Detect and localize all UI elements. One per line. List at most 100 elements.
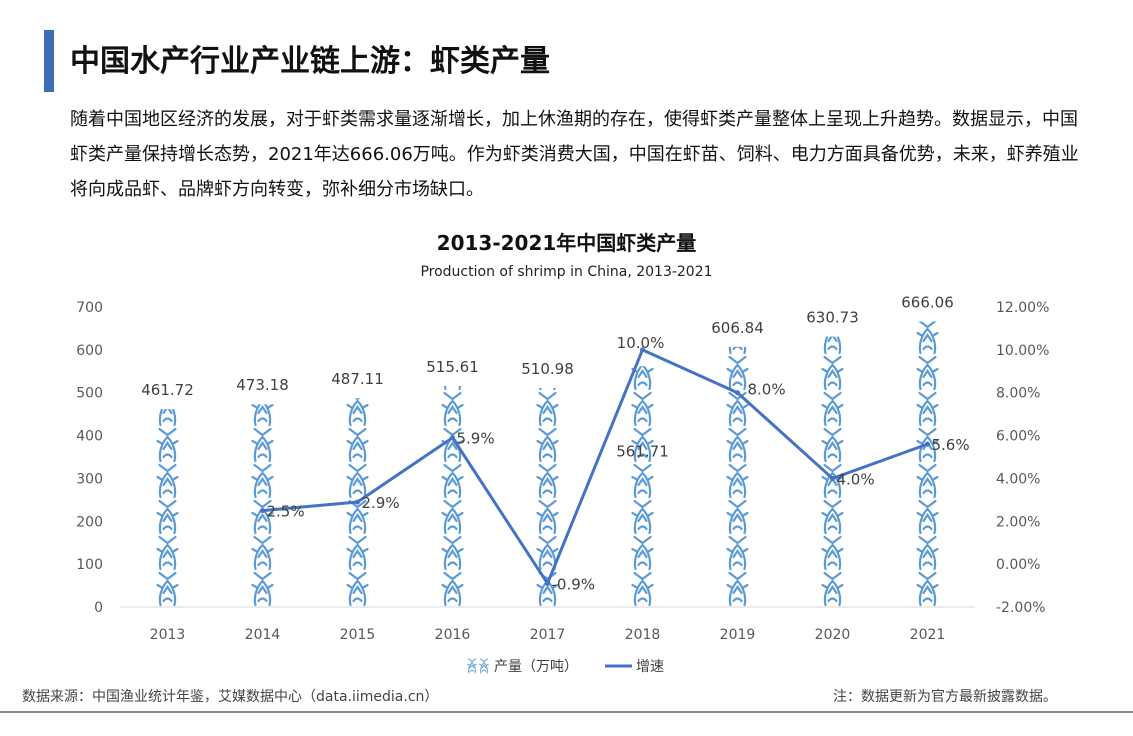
y-right-tick-label: -2.00% [996,600,1046,616]
shrimp-icon [441,463,464,499]
bar-2019 [726,346,749,607]
shrimp-icon [821,355,844,391]
shrimp-icon [251,463,274,499]
y-left-tick-label: 700 [76,300,103,316]
shrimp-icon [156,571,179,607]
growth-point [640,347,645,353]
shrimp-icon [726,427,749,463]
shrimp-icon [916,535,939,571]
shrimp-icon [916,355,939,391]
y-right-tick-label: 0.00% [996,557,1040,573]
shrimp-icon [916,499,939,535]
y-left-tick-label: 0 [94,600,103,616]
y-left-tick-label: 400 [76,429,103,445]
bar-value-label: 666.06 [901,294,954,312]
chart-title: 2013-2021年中国虾类产量 [436,231,697,255]
chart-subtitle: Production of shrimp in China, 2013-2021 [420,264,713,280]
shrimp-icon [441,571,464,607]
growth-value-label: 5.6% [932,436,970,454]
shrimp-icon [156,463,179,499]
shrimp-icon [821,499,844,535]
shrimp-icon [441,499,464,535]
shrimp-icon [346,535,369,571]
shrimp-icon [916,391,939,427]
shrimp-icon [631,535,654,571]
x-tick-label: 2021 [910,627,946,643]
shrimp-icon [251,535,274,571]
shrimp-icon [346,571,369,607]
y-right-tick-label: 12.00% [996,300,1049,316]
growth-point [735,390,740,396]
y-right-tick-label: 10.00% [996,343,1049,359]
shrimp-icon [821,391,844,427]
y-right-tick-label: 4.00% [996,471,1040,487]
shrimp-icon [251,427,274,463]
growth-value-label: -0.9% [552,575,596,593]
x-tick-label: 2015 [340,627,376,643]
x-tick-label: 2020 [815,627,851,643]
shrimp-icon [631,366,654,391]
title-accent-bar [44,30,54,92]
shrimp-icon [536,463,559,499]
x-tick-label: 2018 [625,627,661,643]
growth-point [450,435,455,441]
growth-point [260,508,265,514]
growth-point [925,441,930,447]
legend-line-label: 增速 [636,659,664,675]
bar-value-label: 510.98 [521,360,574,378]
intro-paragraph: 随着中国地区经济的发展，对于虾类需求量逐渐增长，加上休渔期的存在，使得虾类产量整… [70,109,1079,200]
growth-value-label: 10.0% [617,334,665,352]
shrimp-icon [251,404,274,427]
shrimp-icon [821,427,844,463]
bar-value-label: 515.61 [426,358,479,376]
shrimp-icon [441,535,464,571]
shrimp-icon [346,463,369,499]
shrimp-icon [916,321,939,355]
shrimp-icon [726,571,749,607]
y-left-tick-label: 600 [76,343,103,359]
growth-value-label: 5.9% [457,430,495,448]
bottom-divider [0,711,1133,713]
shrimp-icon [916,571,939,607]
legend-bar-label: 产量（万吨） [494,659,578,675]
y-left-tick-label: 500 [76,386,103,402]
x-tick-label: 2013 [150,627,186,643]
legend-shrimp-icon [479,658,489,674]
bar-2014 [251,404,274,607]
shrimp-icon [346,398,369,427]
growth-point [355,499,360,505]
x-tick-label: 2017 [530,627,566,643]
bar-value-label: 473.18 [236,376,289,394]
shrimp-icon [631,571,654,607]
bar-value-label: 461.72 [141,381,194,399]
bar-value-label: 606.84 [711,319,764,337]
shrimp-icon [536,427,559,463]
growth-line [262,348,929,585]
legend-shrimp-icon [467,658,477,674]
growth-point [830,475,835,481]
shrimp-icon [726,463,749,499]
y-left-tick-label: 200 [76,514,103,530]
growth-point [545,580,550,586]
y-right-tick-label: 8.00% [996,386,1040,402]
x-tick-label: 2016 [435,627,471,643]
x-tick-label: 2014 [245,627,281,643]
bar-2021 [916,321,939,607]
growth-value-label: 2.5% [267,503,305,521]
shrimp-icon [251,571,274,607]
shrimp-icon [821,571,844,607]
shrimp-icon [156,499,179,535]
source-note: 数据来源：中国渔业统计年鉴，艾媒数据中心（data.iimedia.cn） [22,689,439,705]
y-right-tick-label: 2.00% [996,514,1040,530]
shrimp-icon [536,499,559,535]
bar-value-label: 630.73 [806,309,859,327]
shrimp-icon [631,391,654,427]
y-left-tick-label: 300 [76,471,103,487]
bar-2018 [631,366,654,607]
growth-value-label: 2.9% [362,494,400,512]
shrimp-icon [156,535,179,571]
x-tick-label: 2019 [720,627,756,643]
shrimp-icon [156,427,179,463]
bar-2020 [821,336,844,607]
